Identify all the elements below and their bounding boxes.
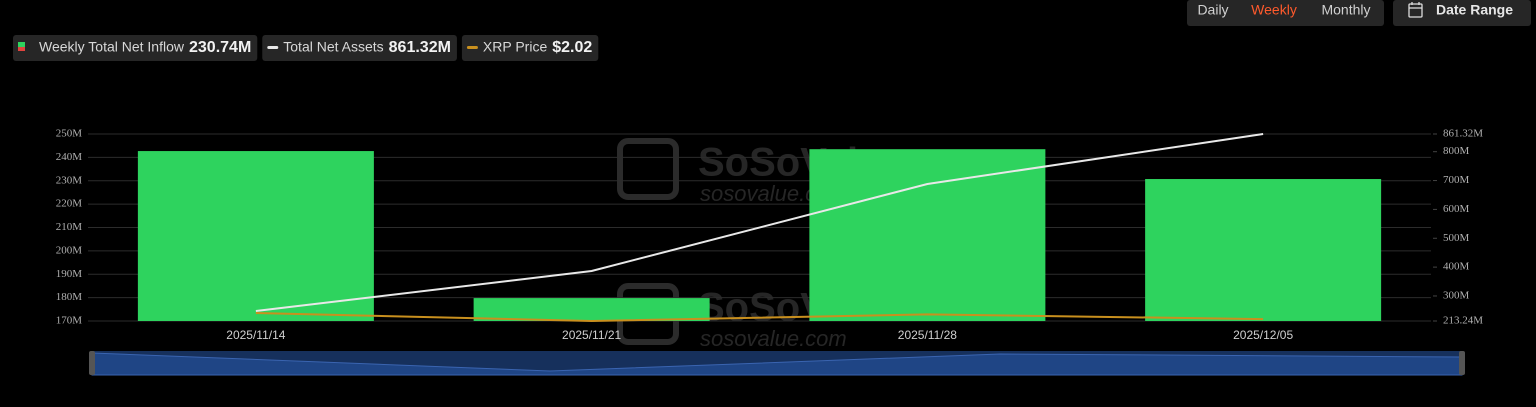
line — [255, 312, 1264, 323]
y2-tick-label: 700M — [1443, 174, 1470, 186]
date-range-label[interactable]: Date Range — [1436, 2, 1513, 18]
legend-icon — [267, 46, 279, 49]
y2-tick-label: 400M — [1443, 261, 1470, 273]
y2-tick-label: 861.32M — [1443, 128, 1483, 140]
y-tick-label: 170M — [56, 315, 83, 327]
period-button[interactable]: Daily — [1197, 2, 1228, 18]
legend-icon — [466, 46, 478, 49]
bar — [809, 149, 1046, 321]
y-tick-label: 180M — [56, 291, 83, 303]
legend-item: XRP Price $2.02 — [461, 35, 599, 61]
y-tick-label: 210M — [56, 221, 83, 233]
legend-icon — [18, 42, 25, 47]
calendar-icon — [1408, 2, 1423, 18]
bar — [137, 151, 374, 321]
line — [255, 133, 1264, 312]
x-tick-label: 2025/11/28 — [898, 328, 957, 342]
period-button[interactable]: Monthly — [1321, 2, 1370, 18]
y2-tick-label: 213.24M — [1443, 315, 1483, 327]
legend-item: Weekly Total Net Inflow 230.74M — [13, 35, 258, 61]
x-tick-label: 2025/12/05 — [1233, 328, 1293, 342]
legend-value: 230.74M — [189, 39, 251, 56]
y2-tick-label: 500M — [1443, 232, 1470, 244]
legend-value: 861.32M — [389, 39, 451, 56]
y-tick-label: 220M — [56, 198, 83, 210]
legend-chip — [13, 35, 258, 61]
y-tick-label: 200M — [56, 244, 83, 256]
bar — [1145, 179, 1382, 321]
legend-value: $2.02 — [552, 39, 592, 56]
navigator-handle[interactable] — [89, 351, 95, 375]
y2-tick-label: 600M — [1443, 203, 1470, 215]
period-switch — [1187, 0, 1384, 26]
y-tick-label: 190M — [56, 268, 83, 280]
x-tick-label: 2025/11/14 — [226, 328, 285, 342]
y2-tick-label: 800M — [1443, 145, 1470, 157]
legend-name: Weekly Total Net Inflow — [39, 39, 185, 55]
y-tick-label: 250M — [56, 128, 83, 140]
x-tick-label: 2025/11/21 — [562, 328, 621, 342]
watermark-site: sosovalue.com — [700, 326, 847, 351]
legend-name: XRP Price — [483, 39, 548, 55]
y-tick-label: 230M — [56, 174, 83, 186]
period-button[interactable]: Weekly — [1251, 2, 1297, 18]
bar — [473, 298, 710, 321]
date-range-button[interactable] — [1393, 0, 1531, 26]
legend-name: Total Net Assets — [283, 39, 383, 55]
y2-tick-label: 300M — [1443, 289, 1470, 301]
legend-item: Total Net Assets 861.32M — [262, 35, 457, 61]
navigator-handle[interactable] — [1459, 351, 1465, 375]
legend-icon — [18, 47, 25, 51]
watermark-logo — [617, 138, 679, 200]
y-tick-label: 240M — [56, 151, 83, 163]
legend-chip — [461, 35, 599, 61]
legend-chip — [262, 35, 457, 61]
